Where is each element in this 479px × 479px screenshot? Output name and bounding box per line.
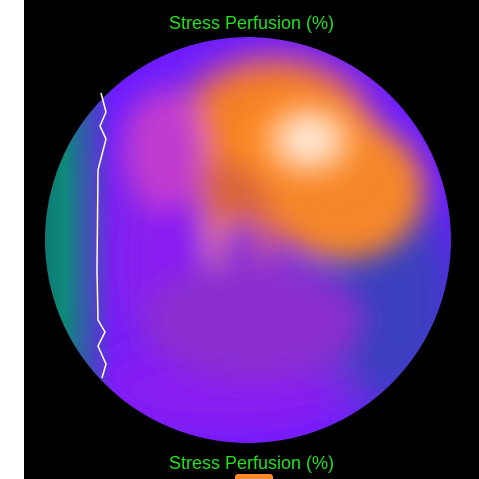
scale-marker — [235, 474, 273, 479]
map-title-top: Stress Perfusion (%) — [168, 13, 335, 33]
polar-map[interactable] — [24, 0, 479, 479]
defect-boundary-outline — [96, 92, 107, 379]
map-title-bottom: Stress Perfusion (%) — [168, 453, 335, 473]
teal-edge-region — [45, 37, 114, 443]
perfusion-disk — [45, 37, 451, 443]
perfusion-viewer: Stress Perfusion (%) — [24, 0, 479, 479]
